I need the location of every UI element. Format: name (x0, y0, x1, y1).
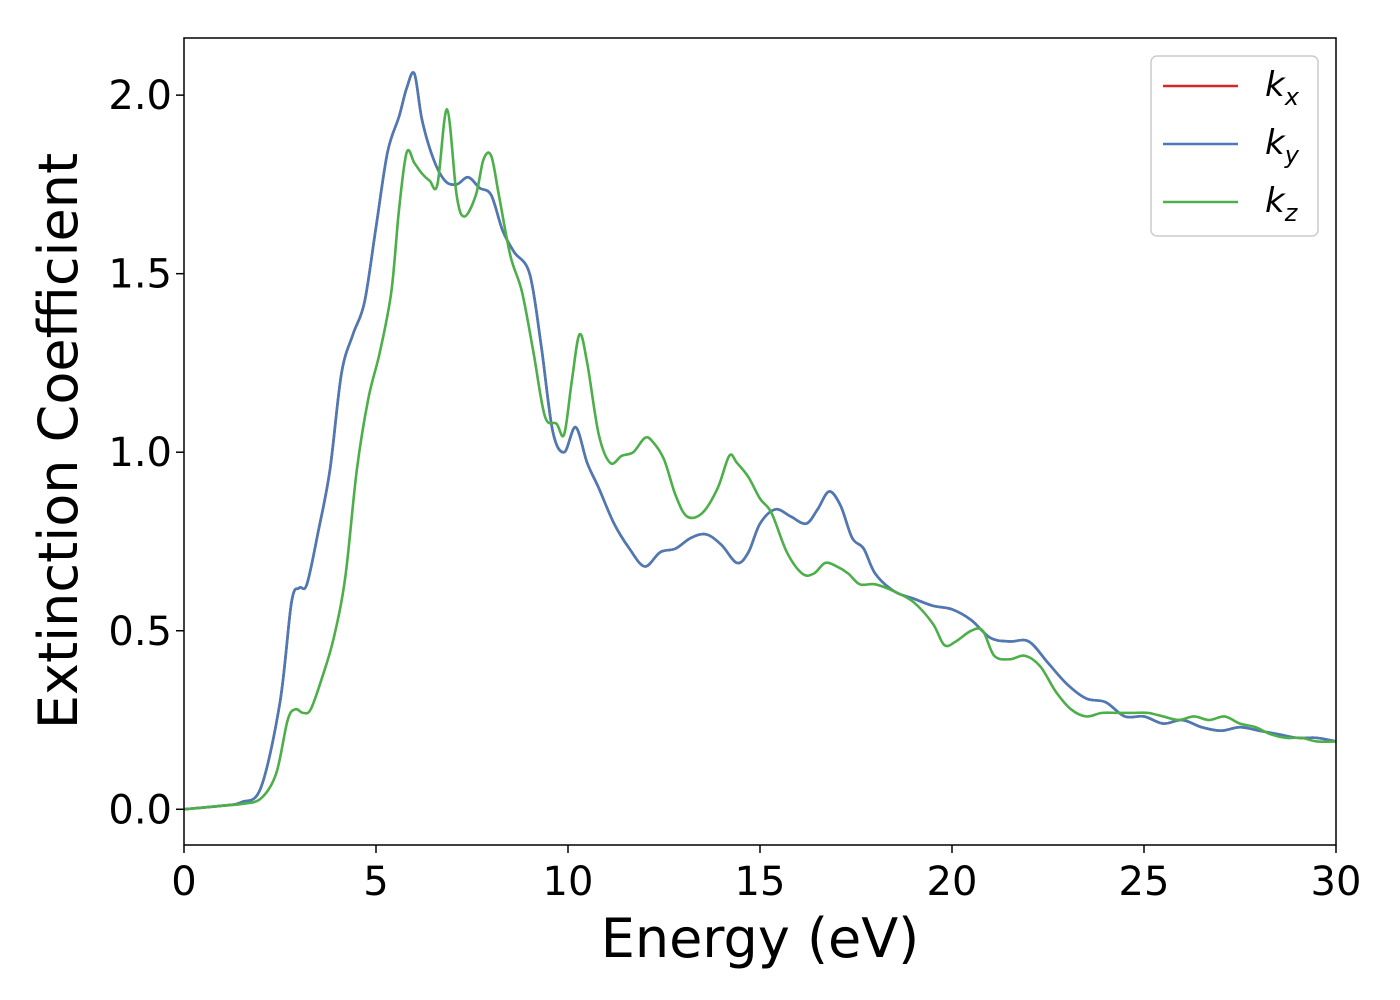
x-tick-label: 5 (363, 859, 388, 905)
y-axis-ticks: 0.0 0.5 1.0 1.5 2.0 (108, 73, 184, 833)
legend-box (1150, 55, 1319, 237)
x-tick-label: 20 (927, 859, 978, 905)
x-tick-label: 30 (1311, 859, 1362, 905)
y-tick-label: 0.5 (108, 609, 172, 655)
legend-label-k-x: kx (1265, 65, 1300, 111)
y-tick-label: 1.0 (108, 430, 172, 476)
legend-label-k-y: ky (1265, 123, 1300, 169)
y-tick-label: 1.5 (108, 252, 172, 298)
series-line-k-z (184, 108, 1336, 811)
x-tick-label: 15 (735, 859, 786, 905)
legend-items: kx ky kz (1163, 65, 1300, 227)
y-axis-label: Extinction Coefficient (27, 153, 90, 729)
x-tick-label: 0 (171, 859, 196, 905)
x-axis-ticks: 0 5 10 15 20 25 30 (171, 845, 1361, 905)
x-axis-label: Energy (eV) (601, 907, 920, 970)
series-layer (184, 71, 1336, 811)
y-tick-label: 0.0 (108, 787, 172, 833)
series-line-k-y (184, 71, 1336, 811)
y-tick-label: 2.0 (108, 73, 172, 119)
x-tick-label: 25 (1119, 859, 1170, 905)
legend-label-k-z: kz (1265, 181, 1299, 227)
x-tick-label: 10 (543, 859, 594, 905)
legend: kx ky kz (1150, 55, 1319, 237)
